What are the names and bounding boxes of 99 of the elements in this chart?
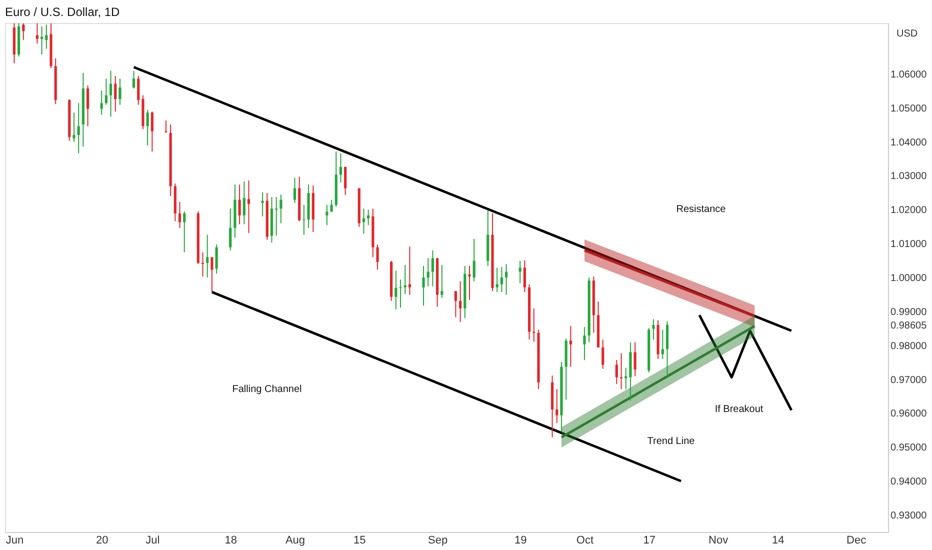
candlestick xyxy=(431,250,434,287)
x-tick-label: Aug xyxy=(285,534,306,546)
y-tick-label: 1.01000 xyxy=(890,239,928,250)
x-tick-label: Jun xyxy=(6,534,24,546)
candlestick xyxy=(132,70,136,89)
candlestick xyxy=(183,210,186,253)
y-tick-label: 0.98605 xyxy=(890,320,928,332)
candlestick xyxy=(229,208,232,251)
candlestick xyxy=(36,22,38,44)
x-tick-label: 17 xyxy=(643,534,656,546)
annotation: Falling Channel xyxy=(232,384,302,395)
candlestick xyxy=(472,238,476,282)
y-tick-label: 0.94000 xyxy=(890,476,928,488)
candlestick xyxy=(210,256,214,293)
y-tick-label: 1.03000 xyxy=(890,171,928,182)
candlestick xyxy=(150,111,154,152)
candlestick xyxy=(661,329,664,360)
candlestick xyxy=(532,308,536,342)
candlestick xyxy=(77,102,80,154)
y-tick-label: 0.99000 xyxy=(890,306,928,318)
candlestick xyxy=(40,26,44,56)
candlestick xyxy=(118,78,122,106)
y-tick-label: 1.05000 xyxy=(890,103,928,114)
x-tick-label: 14 xyxy=(772,534,784,546)
annotation: If Breakout xyxy=(714,404,764,415)
candlestick xyxy=(242,180,246,225)
candlestick xyxy=(164,120,168,134)
candlestick xyxy=(454,290,457,318)
y-tick-label: 0.96000 xyxy=(890,408,928,420)
candlestick xyxy=(326,204,328,226)
x-tick-label: Sep xyxy=(428,534,448,546)
candlestick xyxy=(45,24,48,50)
candlestick xyxy=(458,280,462,322)
candlestick xyxy=(109,70,112,118)
x-tick-label: Nov xyxy=(708,534,729,546)
candlestick xyxy=(362,208,366,234)
candlestick xyxy=(496,267,498,293)
y-tick-label: 0.97000 xyxy=(890,374,928,386)
x-tick-label: 20 xyxy=(96,534,108,546)
candlestick xyxy=(280,194,282,224)
candlestick xyxy=(215,244,218,274)
y-tick-label: 1.06000 xyxy=(890,69,928,80)
candlestick xyxy=(602,339,604,370)
y-tick-label: 0.95000 xyxy=(890,442,928,454)
candlestick xyxy=(556,388,558,424)
candlestick xyxy=(569,326,572,368)
candlestick xyxy=(104,78,108,106)
annotation: Trend Line xyxy=(647,436,696,447)
annotation: Resistance xyxy=(676,204,726,215)
y-tick-label: 1.04000 xyxy=(890,137,928,148)
candlestick xyxy=(652,318,655,340)
candlestick xyxy=(178,201,182,228)
candlestick xyxy=(404,264,406,295)
candlestick xyxy=(22,22,25,40)
candlestick xyxy=(206,234,209,278)
candlestick xyxy=(146,109,149,146)
candlestick xyxy=(624,367,628,390)
y-tick-label: 0.93000 xyxy=(890,510,928,522)
candlestick xyxy=(523,260,526,293)
y-axis-title: USD xyxy=(896,28,918,40)
candlestick xyxy=(634,342,636,377)
candlestick xyxy=(247,180,250,234)
candlestick xyxy=(468,265,471,300)
candlestick xyxy=(518,260,522,284)
candlestick xyxy=(426,258,430,287)
candlestick xyxy=(201,252,204,277)
y-tick-label: 1.00000 xyxy=(890,273,928,284)
candlestick xyxy=(408,246,412,296)
x-tick-label: Jul xyxy=(146,534,160,546)
x-tick-label: Dec xyxy=(846,534,867,546)
x-tick-label: Oct xyxy=(576,534,594,546)
candlestick xyxy=(620,352,623,390)
candlestick xyxy=(583,326,586,360)
y-tick-label: 0.98000 xyxy=(890,340,928,352)
x-tick-label: 18 xyxy=(224,534,237,546)
line-series xyxy=(698,314,793,412)
x-tick-label: 19 xyxy=(514,534,527,546)
candlestick xyxy=(275,196,278,236)
candlestick xyxy=(504,263,508,296)
candlestick xyxy=(114,75,117,112)
candlestick xyxy=(261,192,264,217)
candlestick xyxy=(72,112,76,142)
candlestick xyxy=(344,166,347,196)
candlestick xyxy=(293,177,296,204)
candlestick xyxy=(339,152,342,183)
y-tick-label: 1.02000 xyxy=(890,205,928,216)
candlestick xyxy=(376,244,379,270)
candlestick xyxy=(440,264,444,298)
candlestick xyxy=(394,270,398,310)
candlestick xyxy=(615,359,618,385)
candlestick xyxy=(500,266,503,293)
candlestick xyxy=(137,75,140,106)
candlestick xyxy=(422,265,425,306)
chart-title: Euro / U.S. Dollar, 1D xyxy=(5,4,120,19)
candlestick xyxy=(86,84,90,127)
x-tick-label: 15 xyxy=(353,534,366,546)
candlestick xyxy=(100,90,103,116)
candlestick xyxy=(367,209,370,226)
candlestick xyxy=(238,184,241,225)
